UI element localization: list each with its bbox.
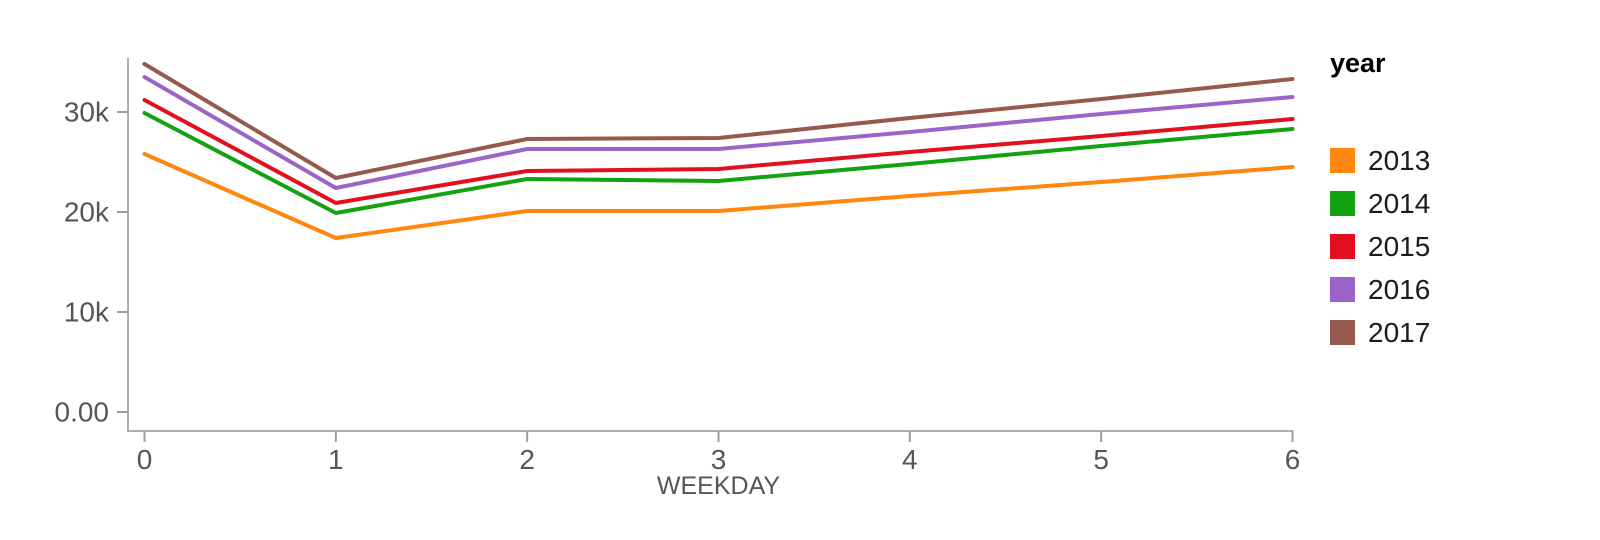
legend-swatch-2016 [1330,277,1355,302]
legend-swatch-2017 [1330,320,1355,345]
x-axis-title: WEEKDAY [657,472,780,500]
legend-item-label: 2013 [1368,144,1431,176]
legend-swatch-2013 [1330,148,1355,173]
x-tick-label: 0 [137,444,153,475]
legend-swatch-2015 [1330,234,1355,259]
legend-item-2015: 2015 [1330,231,1430,262]
y-tick-label: 0.00 [55,397,110,428]
legend-items: 2013 2014 2015 2016 2017 [1330,145,1430,348]
x-tick-label: 4 [902,444,918,475]
x-tick-label: 6 [1285,444,1301,475]
series-line-2016 [142,75,1295,190]
legend: year 2013 2014 2015 2016 2017 [1330,46,1430,363]
series-line-2013 [142,152,1295,240]
x-tick-label: 5 [1093,444,1109,475]
legend-item-2017: 2017 [1330,317,1430,348]
x-tick-label: 3 [711,444,727,475]
legend-item-2014: 2014 [1330,188,1430,219]
legend-item-label: 2017 [1368,316,1431,348]
series-line-2017 [142,62,1295,180]
series-line-2015 [142,98,1295,205]
legend-item-label: 2015 [1368,230,1431,262]
x-tick-label: 1 [328,444,344,475]
legend-item-2016: 2016 [1330,274,1430,305]
legend-title: year [1330,48,1386,78]
legend-item-2013: 2013 [1330,145,1430,176]
legend-swatch-2014 [1330,191,1355,216]
x-tick-label: 2 [519,444,535,475]
series-line-2014 [142,111,1295,215]
legend-item-label: 2016 [1368,273,1431,305]
y-tick-label: 30k [64,97,110,128]
y-tick-label: 10k [64,297,110,328]
y-tick-label: 20k [64,197,110,228]
legend-item-label: 2014 [1368,187,1431,219]
